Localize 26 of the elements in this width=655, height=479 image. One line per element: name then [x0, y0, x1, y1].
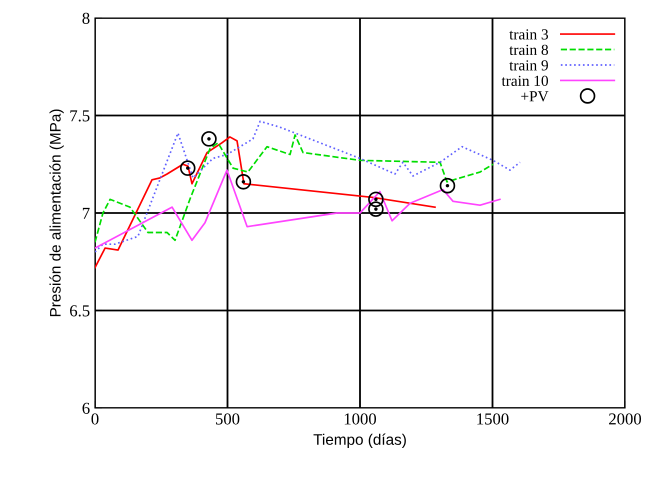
x-tick-label: 1000	[344, 413, 376, 425]
x-tick-label: 0	[91, 413, 99, 425]
point	[368, 201, 384, 217]
legend-label: train 3	[509, 29, 548, 40]
point	[201, 131, 217, 147]
y-tick-label: 6.5	[70, 305, 90, 317]
legend-label: train 10	[502, 76, 548, 86]
y-tick-label: 7.5	[70, 110, 90, 122]
legend-label: train 9	[509, 60, 548, 70]
legend-label: +PV	[521, 91, 548, 102]
x-tick-label: 500	[216, 413, 240, 425]
point	[236, 174, 252, 190]
y-axis-title: Presión de alimentación (MPa)	[49, 109, 64, 316]
legend-label: train 8	[509, 44, 548, 56]
x-axis-title: Tiempo (días)	[314, 434, 406, 448]
x-tick-label: 2000	[609, 413, 642, 425]
point	[440, 178, 456, 194]
y-tick-label: 6	[82, 402, 90, 414]
y-tick-label: 7	[82, 208, 90, 219]
line-series	[95, 169, 501, 249]
line-series	[95, 136, 436, 268]
point	[180, 160, 196, 176]
x-tick-label: 1500	[477, 413, 509, 425]
point	[368, 192, 384, 208]
line-series	[95, 120, 521, 253]
y-tick-label: 8	[82, 12, 90, 24]
